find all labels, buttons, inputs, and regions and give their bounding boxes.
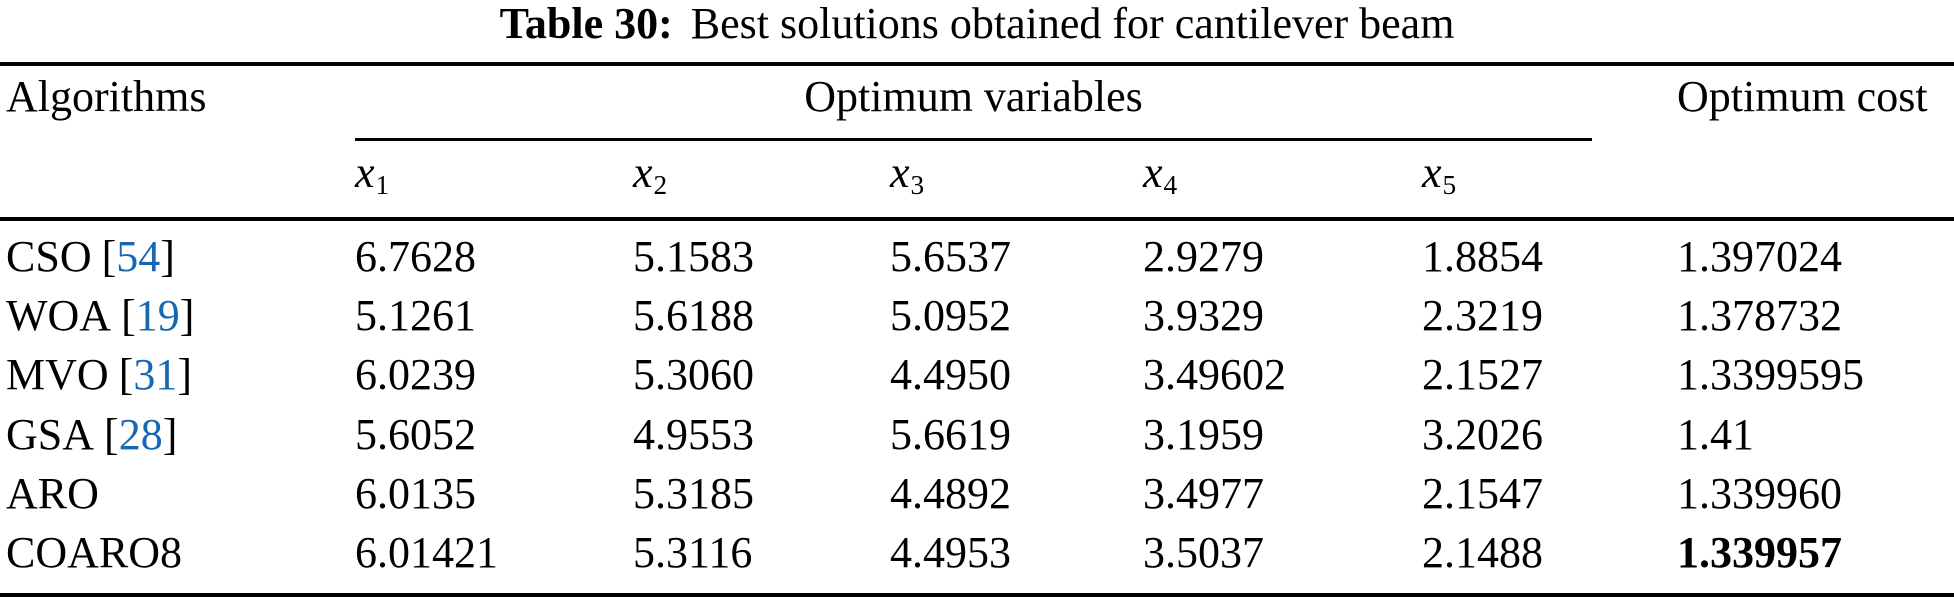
- algorithm-name-cell: ARO[]: [6, 469, 99, 518]
- x1-value-cell: 6.01421: [355, 528, 498, 577]
- x2-value-cell: 5.3116: [633, 528, 753, 577]
- x1-value-cell: 6.0239: [355, 350, 476, 399]
- citation-link[interactable]: 54: [116, 232, 161, 281]
- x1-value-cell: 6.7628: [355, 232, 476, 281]
- column-header-optimum-cost: Optimum cost: [1677, 72, 1928, 121]
- table-row: GSA [28] 5.6052 4.9553 5.6619 3.1959 3.20…: [0, 413, 1954, 457]
- x1-value-cell: 5.1261: [355, 291, 476, 340]
- optimum-cost-cell: 1.339960: [1677, 469, 1842, 518]
- x5-value-cell: 2.1547: [1422, 469, 1543, 518]
- table-caption-number: Table 30:: [499, 0, 673, 48]
- x5-value-cell: 2.1527: [1422, 350, 1543, 399]
- column-header-x3: x3: [890, 148, 925, 200]
- x1-value-cell: 6.0135: [355, 469, 476, 518]
- column-header-x1: x1: [355, 148, 390, 200]
- x3-value-cell: 5.0952: [890, 291, 1011, 340]
- x2-value-cell: 5.6188: [633, 291, 754, 340]
- citation-ref: [28]: [104, 410, 178, 459]
- table-row: MVO [31] 6.0239 5.3060 4.4950 3.49602 2.1…: [0, 353, 1954, 397]
- x4-value-cell: 3.5037: [1143, 528, 1264, 577]
- citation-link[interactable]: 31: [133, 350, 178, 399]
- column-header-x2: x2: [633, 148, 668, 200]
- x2-value-cell: 5.1583: [633, 232, 754, 281]
- x1-value-cell: 5.6052: [355, 410, 476, 459]
- citation-ref: [19]: [121, 291, 195, 340]
- citation-link[interactable]: 28: [118, 410, 163, 459]
- x3-value-cell: 5.6619: [890, 410, 1011, 459]
- x4-value-cell: 3.1959: [1143, 410, 1264, 459]
- column-header-x4: x4: [1143, 148, 1178, 200]
- table-row: CSO [54] 6.7628 5.1583 5.6537 2.9279 1.88…: [0, 235, 1954, 279]
- x2-value-cell: 5.3185: [633, 469, 754, 518]
- algorithm-name-cell: WOA [19]: [6, 291, 195, 340]
- citation-link[interactable]: 19: [135, 291, 180, 340]
- x5-value-cell: 3.2026: [1422, 410, 1543, 459]
- table-caption: Table 30: Best solutions obtained for can…: [0, 2, 1954, 46]
- column-header-algorithms: Algorithms: [6, 72, 207, 121]
- optimum-cost-cell: 1.3399595: [1677, 350, 1864, 399]
- algorithm-name-cell: MVO [31]: [6, 350, 192, 399]
- x5-value-cell: 2.1488: [1422, 528, 1543, 577]
- x4-value-cell: 3.9329: [1143, 291, 1264, 340]
- optimum-variables-underline-rule: [355, 138, 1592, 141]
- top-rule: [0, 62, 1954, 66]
- column-header-x5: x5: [1422, 148, 1457, 200]
- optimum-cost-cell: 1.41: [1677, 410, 1754, 459]
- table-row: COARO8[] 6.01421 5.3116 4.4953 3.5037 2.…: [0, 531, 1954, 575]
- table-row: WOA [19] 5.1261 5.6188 5.0952 3.9329 2.32…: [0, 294, 1954, 338]
- table-caption-text: Best solutions obtained for cantilever b…: [690, 0, 1455, 48]
- x2-value-cell: 5.3060: [633, 350, 754, 399]
- x2-value-cell: 4.9553: [633, 410, 754, 459]
- x3-value-cell: 4.4953: [890, 528, 1011, 577]
- algorithm-name-cell: COARO8[]: [6, 528, 183, 577]
- x3-value-cell: 4.4950: [890, 350, 1011, 399]
- bottom-rule: [0, 593, 1954, 597]
- header-separator-rule: [0, 217, 1954, 221]
- x3-value-cell: 5.6537: [890, 232, 1011, 281]
- citation-ref: [54]: [101, 232, 175, 281]
- column-header-optimum-variables: Optimum variables: [804, 72, 1143, 121]
- x4-value-cell: 2.9279: [1143, 232, 1264, 281]
- variables-subheader-row: x1 x2 x3 x4 x5: [0, 148, 1954, 200]
- x4-value-cell: 3.4977: [1143, 469, 1264, 518]
- x3-value-cell: 4.4892: [890, 469, 1011, 518]
- optimum-cost-cell: 1.339957: [1677, 528, 1842, 577]
- table-row: ARO[] 6.0135 5.3185 4.4892 3.4977 2.1547…: [0, 472, 1954, 516]
- citation-ref: [31]: [118, 350, 192, 399]
- x5-value-cell: 1.8854: [1422, 232, 1543, 281]
- x5-value-cell: 2.3219: [1422, 291, 1543, 340]
- optimum-cost-cell: 1.397024: [1677, 232, 1842, 281]
- x4-value-cell: 3.49602: [1143, 350, 1286, 399]
- algorithm-name-cell: CSO [54]: [6, 232, 175, 281]
- optimum-cost-cell: 1.378732: [1677, 291, 1842, 340]
- algorithm-name-cell: GSA [28]: [6, 410, 178, 459]
